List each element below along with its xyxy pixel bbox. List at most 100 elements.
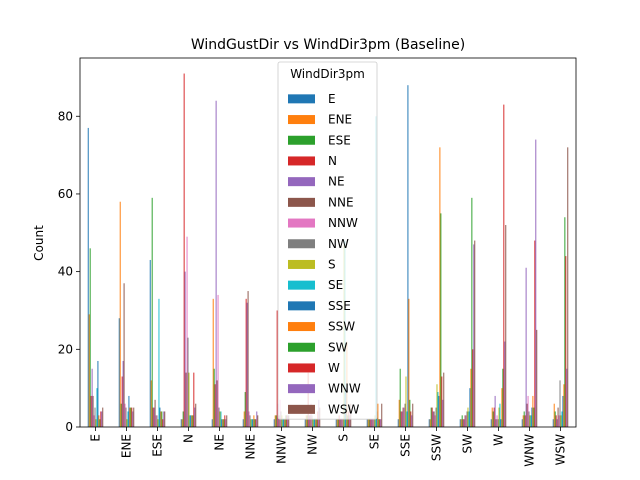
x-tick-label: WSW xyxy=(554,434,568,465)
bar-E-ESE xyxy=(89,248,91,427)
bar-SSW-SSW xyxy=(439,147,441,427)
bar-N-NE xyxy=(184,271,186,427)
bar-WNW-NNW xyxy=(527,395,529,427)
bar-ESE-ESE xyxy=(151,197,153,427)
bar-SSE-SSW xyxy=(408,298,410,427)
bar-S-E xyxy=(335,419,337,427)
bar-ENE-WNW xyxy=(132,411,134,427)
bar-NNW-S xyxy=(281,415,283,427)
legend-swatch-S xyxy=(288,259,315,269)
legend-label-ESE: ESE xyxy=(328,133,351,147)
legend-swatch-ENE xyxy=(288,115,315,125)
bar-E-NNW xyxy=(93,415,95,427)
bar-NE-NE xyxy=(215,100,217,427)
bar-N-WNW xyxy=(194,407,196,427)
bar-WSW-E xyxy=(552,419,554,427)
bar-NNE-SSW xyxy=(253,415,255,427)
bar-N-S xyxy=(188,372,190,427)
bar-W-SE xyxy=(499,403,501,427)
bar-SSW-SE xyxy=(437,392,439,427)
bar-E-E xyxy=(87,127,89,428)
bar-NNE-E xyxy=(242,419,244,427)
bar-SW-E xyxy=(459,419,461,427)
bar-SSE-ESE xyxy=(399,368,401,427)
bar-NE-N xyxy=(214,384,216,427)
x-tick-label: W xyxy=(492,434,506,446)
bar-NW-SSW xyxy=(315,419,317,427)
bar-N-SE xyxy=(189,415,191,427)
bar-WNW-ESE xyxy=(523,411,525,427)
bar-NNE-NNE xyxy=(247,291,249,427)
x-tick-label: E xyxy=(89,434,103,442)
bar-N-WSW xyxy=(195,403,197,427)
bar-NW-NE xyxy=(308,415,310,427)
bar-W-S xyxy=(498,407,500,427)
x-tick-label: NNW xyxy=(275,434,289,464)
bar-NNW-ENE xyxy=(274,415,276,427)
bar-E-SW xyxy=(99,419,101,427)
bar-W-N xyxy=(493,407,495,427)
bar-ESE-NW xyxy=(156,415,158,427)
bar-WNW-NE xyxy=(525,267,527,427)
y-tick-label: 80 xyxy=(58,109,73,123)
bar-NNE-ESE xyxy=(244,392,246,427)
bar-NW-ENE xyxy=(305,415,307,427)
bar-NE-ENE xyxy=(212,298,214,427)
bar-N-N xyxy=(183,73,185,427)
bar-E-N xyxy=(90,395,92,427)
legend-swatch-NNW xyxy=(288,218,315,228)
bar-NW-NNE xyxy=(309,415,311,427)
bar-SE-SSE xyxy=(376,411,378,427)
bar-N-W xyxy=(193,372,195,427)
bar-NE-ESE xyxy=(213,368,215,427)
bar-SSE-NNW xyxy=(403,407,405,427)
bar-SSW-E xyxy=(428,419,430,427)
bar-ENE-W xyxy=(131,407,133,427)
bar-ENE-NNE xyxy=(123,283,125,427)
bar-E-WSW xyxy=(102,407,104,427)
bar-SSW-NE xyxy=(432,411,434,427)
bar-SSE-NW xyxy=(404,403,406,427)
legend-title: WindDir3pm xyxy=(290,67,365,81)
bar-WNW-NW xyxy=(528,411,530,427)
bar-N-E xyxy=(180,419,182,427)
x-tick-label: NNE xyxy=(244,434,258,460)
bar-NE-NW xyxy=(218,407,220,427)
bar-SW-NNW xyxy=(465,415,467,427)
bar-SSE-S xyxy=(405,376,407,427)
bar-NW-SE xyxy=(313,419,315,427)
bar-E-S xyxy=(95,419,97,427)
bar-SW-ESE xyxy=(461,415,463,427)
legend-swatch-NE xyxy=(288,177,315,187)
bar-SSE-E xyxy=(397,419,399,427)
bar-W-WNW xyxy=(504,341,506,427)
bar-WNW-N xyxy=(524,415,526,427)
legend: WindDir3pmEENEESENNENNENNWNWSSESSESSWSWW… xyxy=(277,61,378,420)
bar-SSE-N xyxy=(400,411,402,427)
bar-S-NNW xyxy=(341,419,343,427)
bar-NE-NNE xyxy=(216,380,218,427)
y-tick-label: 40 xyxy=(58,265,73,279)
bar-NW-E xyxy=(304,419,306,427)
bars-layer xyxy=(87,73,569,428)
bar-S-N xyxy=(338,415,340,427)
legend-swatch-N xyxy=(288,156,315,166)
legend-swatch-NW xyxy=(288,239,315,249)
bar-W-SSW xyxy=(501,388,503,427)
bar-ESE-ENE xyxy=(150,380,152,427)
chart-title: WindGustDir vs WindDir3pm (Baseline) xyxy=(191,37,465,53)
bar-NNE-WNW xyxy=(256,411,258,427)
bar-WSW-WSW xyxy=(567,147,569,427)
bar-S-NE xyxy=(339,419,341,427)
bar-WSW-N xyxy=(555,415,557,427)
bar-E-NNE xyxy=(92,395,94,427)
bar-WNW-NNE xyxy=(526,403,528,427)
bar-E-W xyxy=(100,411,102,427)
bar-E-NE xyxy=(91,368,93,427)
legend-label-NW: NW xyxy=(328,237,349,251)
legend-label-NE: NE xyxy=(328,175,345,189)
bar-ESE-E xyxy=(149,259,151,427)
bar-W-SSE xyxy=(500,419,502,427)
bar-ESE-W xyxy=(162,419,164,427)
bar-ESE-N xyxy=(152,407,154,427)
